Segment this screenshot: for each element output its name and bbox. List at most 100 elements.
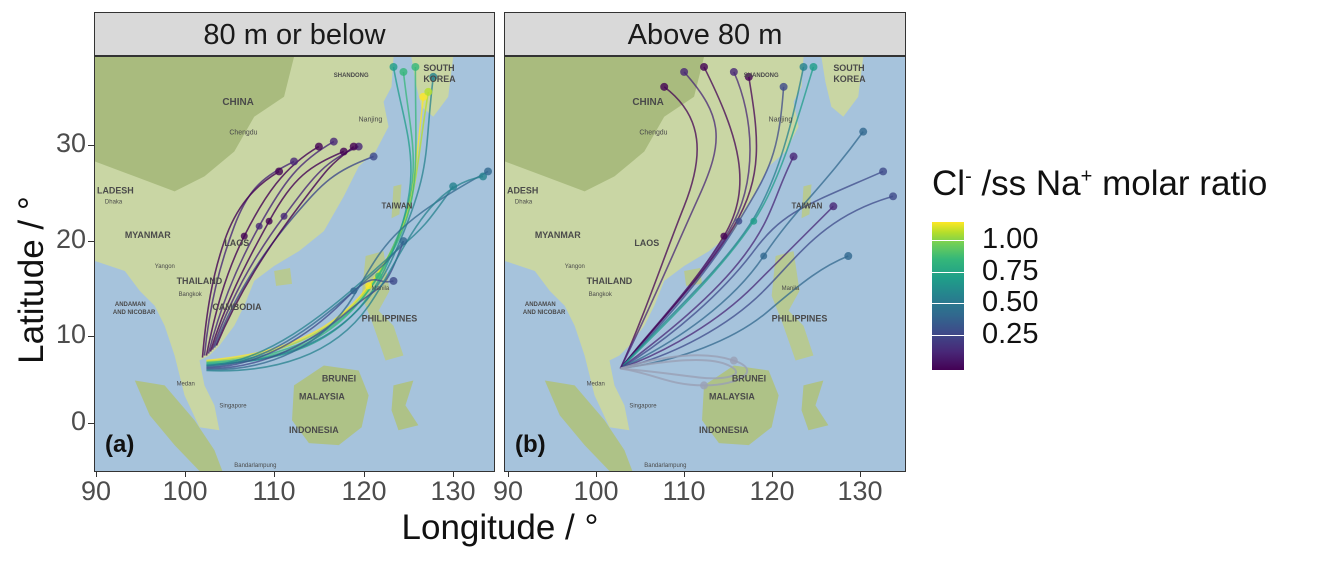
y-tick-mark-10: [88, 336, 94, 337]
x-tick-mark-a-130: [453, 472, 454, 477]
label-thailand: THAILAND: [587, 276, 633, 286]
label-philippines: PHILIPPINES: [362, 314, 418, 324]
legend-title-cl: Cl: [932, 164, 966, 203]
x-tick-a-100: 100: [162, 476, 208, 506]
y-axis-title: Latitude / °: [12, 190, 52, 370]
facet-strip-a: 80 m or below: [94, 12, 495, 56]
map-labels-b: SOUTH KOREA CHINA MYANMAR LAOS THAILAND …: [507, 63, 866, 469]
label-taiwan: TAIWAN: [382, 201, 413, 210]
legend-label-075: 0.75: [982, 255, 1039, 287]
y-tick-mark-0: [88, 423, 94, 424]
legend-label-025: 0.25: [982, 318, 1039, 350]
label-nanjing: Nanjing: [769, 117, 793, 124]
label-chengdu: Chengdu: [639, 130, 667, 137]
label-chengdu: Chengdu: [229, 130, 257, 137]
legend-title-na-sup: +: [1080, 165, 1093, 188]
x-tick-mark-a-120: [364, 472, 365, 477]
x-tick-mark-b-110: [684, 472, 685, 477]
philippines-land: [361, 251, 404, 361]
label-cambodia: CAMBODIA: [212, 302, 262, 312]
label-shandong: SHANDONG: [744, 73, 779, 79]
facet-strip-b-label: Above 80 m: [627, 19, 783, 51]
y-tick-0: 0: [70, 406, 86, 436]
legend-title-end: molar ratio: [1092, 164, 1268, 203]
borneo-land: [702, 365, 779, 446]
label-laos: LAOS: [224, 238, 249, 248]
label-medan: Medan: [587, 381, 605, 387]
label-malaysia: MALAYSIA: [709, 391, 755, 401]
x-tick-b-90: 90: [492, 476, 524, 506]
y-tick-mark-30: [88, 145, 94, 146]
map-panel-a: SOUTH KOREA CHINA MYANMAR LAOS THAILAND …: [94, 56, 495, 472]
x-tick-mark-b-130: [860, 472, 861, 477]
x-axis-title: Longitude / °: [401, 508, 599, 547]
trajectory-points-b: [660, 62, 898, 390]
legend-title-mid: /ss Na: [971, 164, 1081, 203]
x-tick-mark-b-120: [772, 472, 773, 477]
x-tick-b-110: 110: [662, 476, 706, 506]
map-labels-a: SOUTH KOREA CHINA MYANMAR LAOS THAILAND …: [97, 63, 456, 469]
y-tick-20: 20: [56, 224, 87, 254]
label-nicobar: AND NICOBAR: [523, 310, 566, 316]
korea-land: [821, 57, 864, 117]
map-panel-b: SOUTH KOREA CHINA MYANMAR LAOS THAILAND …: [504, 56, 906, 472]
philippines-land: [771, 251, 814, 361]
label-korea: KOREA: [423, 74, 456, 84]
label-andaman: ANDAMAN: [115, 302, 146, 308]
label-ladesh: LADESH: [97, 185, 134, 195]
x-tick-mark-a-90: [96, 472, 97, 477]
y-axis-title-text: Latitude / °: [12, 196, 51, 364]
x-tick-a-110: 110: [252, 476, 296, 506]
legend-title: Cl- /ss Na+ molar ratio: [932, 164, 1267, 204]
x-tick-mark-a-110: [274, 472, 275, 477]
label-brunei: BRUNEI: [732, 373, 766, 383]
sumatra-land: [544, 380, 633, 471]
y-tick-30: 30: [56, 128, 87, 158]
label-myanmar: MYANMAR: [535, 230, 581, 240]
label-manila: Manila: [372, 286, 390, 292]
panel-tag-b: (b): [515, 431, 546, 458]
label-thailand: THAILAND: [177, 276, 223, 286]
x-tick-b-100: 100: [573, 476, 619, 506]
legend-title-cl-sup: -: [965, 165, 972, 188]
sulawesi-land: [801, 380, 829, 431]
trajectory-points-a: [240, 62, 493, 295]
label-china: CHINA: [632, 97, 663, 108]
y-tick-10: 10: [56, 319, 87, 349]
borneo-land: [292, 365, 369, 446]
map-a-svg: SOUTH KOREA CHINA MYANMAR LAOS THAILAND …: [95, 57, 494, 471]
label-indonesia: INDONESIA: [699, 425, 749, 435]
label-singapore: Singapore: [629, 403, 657, 409]
facet-strip-b: Above 80 m: [504, 12, 906, 56]
map-b-svg: SOUTH KOREA CHINA MYANMAR LAOS THAILAND …: [505, 57, 905, 471]
hainan-land: [274, 267, 293, 286]
x-tick-mark-b-100: [596, 472, 597, 477]
x-tick-mark-a-100: [185, 472, 186, 477]
sumatra-land: [134, 380, 223, 471]
label-manila: Manila: [782, 286, 800, 292]
label-south: SOUTH: [423, 63, 454, 73]
label-shandong: SHANDONG: [334, 73, 369, 79]
legend-tick-mark-050: [932, 303, 964, 304]
label-korea: KOREA: [833, 74, 866, 84]
label-dhaka: Dhaka: [105, 199, 123, 205]
panel-tag-a: (a): [105, 431, 135, 458]
x-tick-a-130: 130: [430, 476, 476, 506]
label-bandarlampung: Bandarlampung: [644, 463, 686, 469]
label-singapore: Singapore: [219, 403, 247, 409]
label-bangkok: Bangkok: [589, 292, 612, 298]
label-nanjing: Nanjing: [359, 117, 383, 124]
label-laos: LAOS: [634, 238, 659, 248]
x-tick-a-90: 90: [80, 476, 112, 506]
trajectory-loop-b: [620, 354, 749, 387]
china-highland: [95, 57, 295, 192]
taiwan-land: [391, 184, 402, 219]
label-bangkok: Bangkok: [179, 292, 202, 298]
label-medan: Medan: [177, 381, 195, 387]
label-south: SOUTH: [833, 63, 864, 73]
china-highland: [505, 57, 705, 192]
legend-tick-mark-100: [932, 240, 964, 241]
label-yangon: Yangon: [565, 264, 585, 270]
label-philippines: PHILIPPINES: [772, 314, 828, 324]
